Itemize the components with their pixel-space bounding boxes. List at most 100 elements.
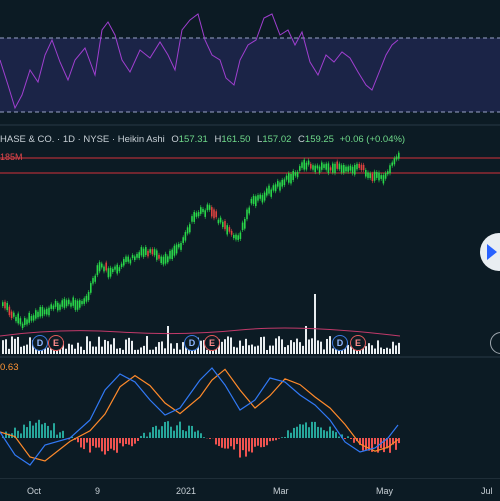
macd-histogram-bar (23, 425, 25, 438)
candle (332, 164, 334, 173)
macd-histogram-bar (230, 438, 232, 446)
macd-histogram-bar (185, 431, 187, 438)
dividend-marker[interactable]: D (32, 335, 48, 351)
volume-bar (398, 343, 400, 354)
macd-histogram-bar (179, 422, 181, 438)
candle (240, 233, 242, 239)
candle (204, 210, 206, 217)
candle (224, 221, 226, 229)
candle (325, 164, 327, 170)
volume-bar (227, 336, 229, 354)
candle (180, 243, 182, 250)
change-value: +0.06 (+0.04%) (340, 134, 406, 145)
time-axis[interactable]: Oct 9 2021 Mar May Jul (0, 478, 500, 501)
volume-bar (170, 343, 172, 354)
candle (112, 269, 114, 272)
volume-bar (386, 348, 388, 354)
macd-histogram-bar (116, 438, 118, 453)
rsi-pane[interactable] (0, 0, 500, 124)
macd-histogram-bar (5, 432, 7, 438)
candle (345, 167, 347, 172)
volume-bar (326, 339, 328, 354)
candle (310, 164, 312, 169)
candle (215, 211, 217, 217)
earnings-marker[interactable]: E (204, 335, 220, 351)
volume-bar (266, 350, 268, 354)
candle (202, 209, 204, 212)
candle (92, 278, 94, 284)
volume-bar (104, 340, 106, 354)
volume-bar (296, 339, 298, 354)
candle (288, 173, 290, 182)
price-line-label: 185M (0, 152, 23, 162)
symbol-legend[interactable]: HASE & CO. · 1D · NYSE · Heikin Ashi O15… (0, 134, 405, 145)
candle (143, 249, 145, 257)
candle (13, 313, 15, 317)
candle (321, 162, 323, 169)
volume-bar (281, 339, 283, 354)
volume-bar (173, 349, 175, 354)
volume-bar (206, 350, 208, 354)
candle (268, 186, 270, 194)
candle (226, 225, 228, 234)
candle (167, 256, 169, 262)
volume-bar (158, 342, 160, 354)
macd-histogram-bar (107, 438, 109, 451)
macd-histogram-bar (350, 438, 352, 439)
candle (114, 267, 116, 270)
volume-bar (128, 338, 130, 354)
macd-histogram-bar (128, 438, 130, 445)
macd-histogram-bar (173, 431, 175, 438)
candle (35, 310, 37, 318)
volume-bar (152, 350, 154, 354)
earnings-marker[interactable]: E (350, 335, 366, 351)
volume-bar (377, 340, 379, 354)
macd-histogram-bar (302, 425, 304, 438)
pane-divider[interactable] (0, 356, 500, 358)
candle (46, 309, 48, 315)
candle (156, 250, 158, 259)
candle (380, 175, 382, 179)
candle (334, 164, 336, 173)
candle (365, 170, 367, 177)
volume-bar (314, 294, 316, 354)
volume-bar (149, 350, 151, 354)
candle (235, 235, 237, 240)
volume-bar (164, 348, 166, 354)
earnings-marker[interactable]: E (48, 335, 64, 351)
macd-histogram-bar (233, 438, 235, 450)
candle (152, 249, 154, 254)
volume-bar (383, 349, 385, 354)
close-value: 159.25 (305, 134, 334, 145)
candle (253, 196, 255, 204)
volume-bar (293, 342, 295, 354)
candle (292, 171, 294, 180)
macd-histogram-bar (131, 438, 133, 446)
macd-histogram-bar (152, 427, 154, 438)
candle (4, 302, 6, 309)
macd-histogram-bar (293, 428, 295, 438)
candle (17, 314, 19, 324)
macd-histogram-bar (47, 426, 49, 438)
candle (244, 219, 246, 229)
dividend-marker[interactable]: D (332, 335, 348, 351)
macd-pane[interactable] (0, 360, 500, 478)
candle (187, 227, 189, 233)
candle (323, 164, 325, 168)
candle (290, 174, 292, 183)
volume-bar (308, 339, 310, 354)
candle (9, 307, 11, 315)
candle (86, 296, 88, 302)
candle (369, 173, 371, 178)
candle (211, 207, 213, 216)
dividend-marker[interactable]: D (184, 335, 200, 351)
macd-histogram-bar (164, 422, 166, 438)
open-value: 157.31 (179, 134, 208, 145)
volume-bar (179, 350, 181, 354)
candle (248, 208, 250, 214)
macd-histogram-bar (269, 438, 271, 441)
macd-histogram-bar (296, 427, 298, 438)
x-tick: 2021 (176, 486, 196, 496)
price-pane[interactable] (0, 124, 500, 356)
volume-bar (242, 346, 244, 354)
